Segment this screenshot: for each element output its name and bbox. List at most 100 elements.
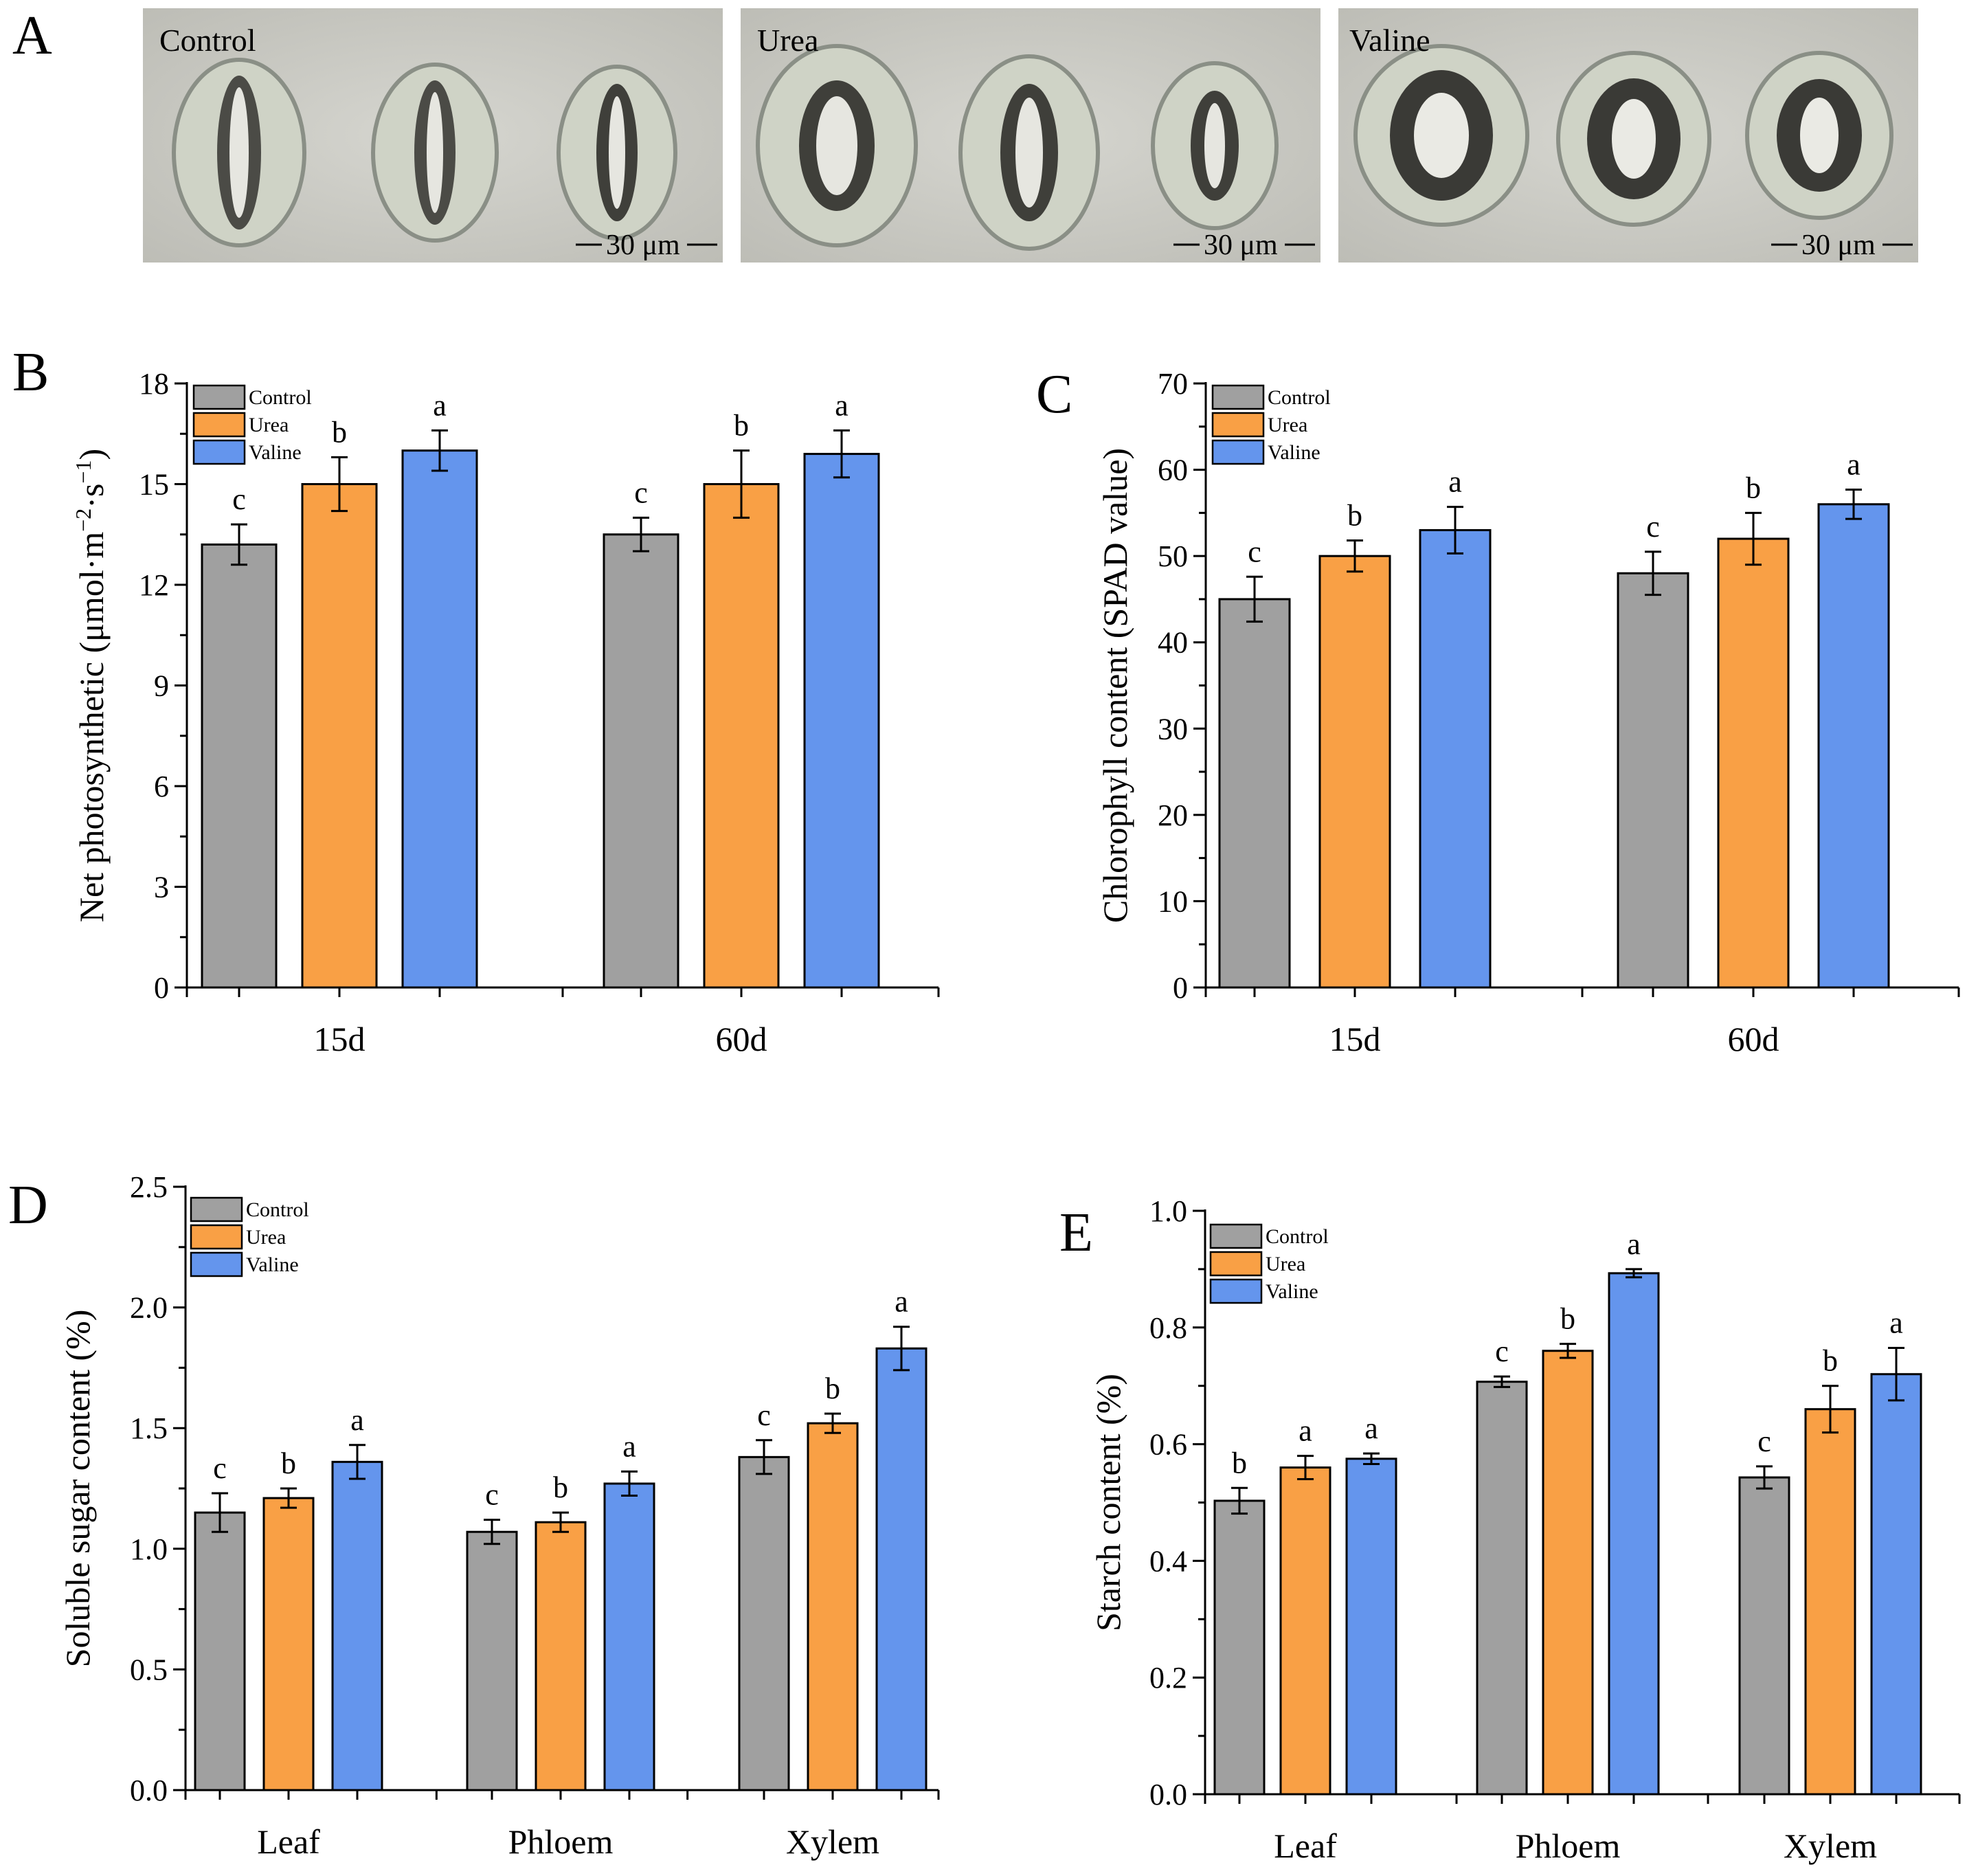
- x-category-label: 15d: [1329, 1020, 1381, 1058]
- significance-letter: c: [757, 1398, 771, 1432]
- y-axis-title-part: Net photosynthetic (μmol·m: [72, 532, 111, 922]
- legend-label-urea: Urea: [246, 1226, 286, 1249]
- significance-letter: b: [332, 415, 347, 449]
- bar-control-xylem: [1738, 1476, 1790, 1796]
- x-category-label: 15d: [314, 1020, 366, 1058]
- bar-control-15d: [1218, 598, 1291, 989]
- y-axis-title: Starch content (%): [1089, 1374, 1127, 1631]
- legend-swatch-control: [190, 1196, 243, 1222]
- bar-urea-phloem: [535, 1521, 587, 1791]
- significance-letter: a: [1448, 465, 1462, 499]
- chart-b: B 0 3 6 9 12 15 18 Net photosynthetic (μmol·m−2·…: [12, 342, 940, 1058]
- bar-urea-60d: [1717, 537, 1790, 989]
- bar-valine-60d: [803, 453, 880, 989]
- significance-letter: a: [835, 388, 848, 422]
- bar-valine-phloem: [603, 1482, 655, 1791]
- y-tick-label: 20: [1158, 799, 1188, 832]
- chart-c: C 0 10 20 30 40 50 60 70 Chlorophyll content (SPA…: [1036, 364, 1960, 1058]
- micrograph-control: Control 30 μm: [143, 8, 723, 263]
- bar-valine-phloem: [1608, 1272, 1660, 1796]
- y-tick-label: 0.0: [130, 1774, 168, 1807]
- legend-label-urea: Urea: [249, 414, 289, 436]
- significance-letter: b: [553, 1471, 568, 1504]
- bar-control-60d: [1617, 572, 1689, 989]
- significance-letter: c: [213, 1451, 227, 1485]
- stoma-cell: [371, 63, 499, 243]
- bar-valine-15d: [401, 449, 478, 989]
- bar-urea-leaf: [262, 1497, 315, 1791]
- significance-letter: a: [1299, 1414, 1312, 1448]
- legend-label-valine: Valine: [249, 441, 302, 464]
- significance-letter: a: [1889, 1306, 1903, 1340]
- x-category-label: 60d: [716, 1020, 767, 1058]
- y-tick-label: 9: [154, 669, 169, 703]
- legend-label-valine: Valine: [1268, 441, 1320, 464]
- legend-label-urea: Urea: [1266, 1253, 1305, 1275]
- x-category-label: 60d: [1728, 1020, 1779, 1058]
- y-axis-title: Chlorophyll content (SPAD value): [1096, 448, 1134, 923]
- significance-letter: b: [1746, 471, 1761, 504]
- bar-urea-xylem: [807, 1422, 859, 1791]
- y-tick-label: 0.6: [1149, 1428, 1187, 1462]
- y-axis-title-part: −1: [71, 460, 95, 484]
- significance-letter: a: [622, 1429, 636, 1463]
- y-axis-title-part: ): [72, 449, 111, 460]
- bar-urea-60d: [703, 483, 780, 989]
- bar-control-60d: [603, 533, 679, 989]
- significance-letter: b: [1560, 1302, 1575, 1336]
- bar-valine-leaf: [331, 1460, 383, 1791]
- y-tick-label: 12: [139, 568, 169, 602]
- y-tick-label: 10: [1158, 884, 1188, 918]
- significance-letter: b: [1823, 1344, 1838, 1378]
- panel-a: A Control 30 μm: [12, 5, 1918, 263]
- bar-urea-15d: [301, 483, 378, 989]
- y-tick-label: 0.8: [1149, 1311, 1187, 1345]
- significance-letter: a: [433, 388, 447, 422]
- y-tick-label: 6: [154, 770, 169, 803]
- y-tick-label: 15: [139, 468, 169, 502]
- y-tick-label: 0.5: [130, 1653, 168, 1686]
- significance-letter: a: [895, 1285, 908, 1319]
- y-tick-label: 50: [1158, 539, 1188, 573]
- legend-swatch-urea: [1211, 412, 1265, 438]
- x-category-label: Phloem: [1516, 1827, 1621, 1865]
- bar-control-leaf: [194, 1511, 246, 1791]
- stoma-cell: [1556, 51, 1711, 227]
- legend-label-valine: Valine: [1266, 1280, 1318, 1303]
- micrograph-valine: Valine 30 μm: [1338, 8, 1918, 263]
- bar-urea-xylem: [1804, 1408, 1856, 1796]
- scale-label-valine: 30 μm: [1801, 230, 1876, 261]
- bar-urea-leaf: [1279, 1466, 1331, 1796]
- legend-swatch-valine: [1209, 1278, 1263, 1304]
- stoma-cell: [756, 44, 918, 247]
- scale-label-control: 30 μm: [606, 230, 680, 261]
- x-category-label: Xylem: [786, 1822, 879, 1861]
- y-tick-label: 1.0: [1149, 1194, 1187, 1228]
- significance-letter: b: [281, 1447, 296, 1480]
- chart-e: E 0.0 0.2 0.4 0.6 0.8 1.0 Starch content (%) b a a…: [1059, 1194, 1961, 1865]
- significance-letter: c: [1646, 510, 1660, 544]
- bar-valine-xylem: [1870, 1373, 1922, 1796]
- y-tick-label: 2.5: [130, 1170, 168, 1204]
- bar-control-leaf: [1213, 1499, 1266, 1796]
- significance-letter: a: [1847, 447, 1861, 481]
- bar-control-phloem: [466, 1530, 518, 1791]
- y-tick-label: 1.0: [130, 1532, 168, 1566]
- y-tick-label: 0: [1173, 971, 1188, 1005]
- y-tick-label: 1.5: [130, 1411, 168, 1445]
- significance-letter: b: [734, 409, 749, 443]
- bar-urea-15d: [1318, 555, 1391, 989]
- stoma-cell: [557, 65, 677, 241]
- panel-letter-e: E: [1059, 1203, 1093, 1263]
- y-tick-label: 0.0: [1149, 1778, 1187, 1811]
- y-axis-title: Soluble sugar content (%): [58, 1310, 97, 1668]
- significance-letter: b: [1347, 499, 1362, 533]
- y-axis-title-part: −2: [71, 509, 95, 532]
- significance-letter: b: [1232, 1446, 1247, 1479]
- significance-letter: c: [1248, 535, 1261, 568]
- y-tick-label: 18: [139, 367, 169, 401]
- y-tick-label: 0.2: [1149, 1661, 1187, 1695]
- stoma-cell: [1353, 44, 1529, 227]
- stoma-cell: [1151, 61, 1279, 230]
- bar-control-15d: [201, 543, 278, 989]
